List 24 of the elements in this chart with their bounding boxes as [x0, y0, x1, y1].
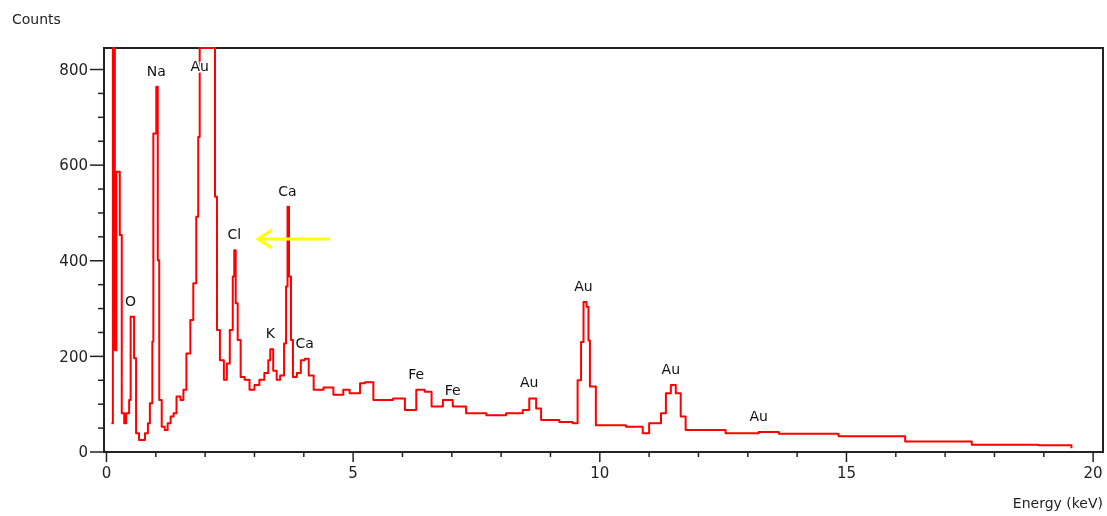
y-tick-label: 800: [59, 60, 88, 79]
annotation: K: [265, 325, 276, 342]
x-tick-label: 20: [1083, 464, 1103, 482]
y-tick-label: 400: [59, 252, 88, 271]
annotation: Au: [661, 360, 681, 377]
annotation: Cl: [227, 226, 242, 243]
x-tick-label: 5: [348, 464, 358, 482]
annotation: Na: [146, 62, 166, 79]
x-tick-label: 0: [101, 464, 112, 482]
annotation: O: [125, 292, 137, 309]
annotation: Au: [520, 374, 539, 391]
annotation: Fe: [408, 365, 425, 382]
y-tick-label: 0: [78, 443, 88, 462]
annotation: Ca: [278, 182, 297, 199]
x-tick-label: 15: [836, 464, 857, 482]
annotation: Au: [574, 277, 593, 294]
x-axis-title: Energy (keV): [1012, 495, 1103, 511]
annotation: Fe: [444, 382, 461, 399]
annotation: Au: [749, 407, 768, 424]
y-tick-label: 200: [59, 347, 88, 366]
annotation: Ca: [295, 334, 314, 351]
y-axis-title: Counts: [12, 11, 61, 27]
x-tick-label: 10: [590, 464, 610, 482]
y-tick-label: 600: [59, 156, 88, 175]
